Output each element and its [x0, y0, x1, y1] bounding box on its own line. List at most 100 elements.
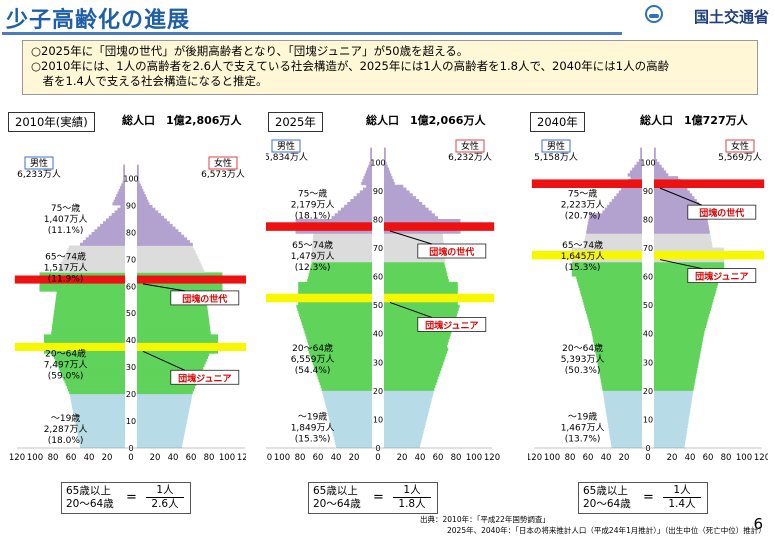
page-number: 6	[753, 515, 763, 533]
bar-female-age-14	[654, 404, 691, 408]
bar-male-age-8	[607, 421, 642, 426]
bar-male-age-94	[630, 176, 642, 180]
summary-box: ○2025年に「団塊の世代」が後期高齢者となり、「団塊ジュニア」が50歳を超える…	[22, 40, 758, 95]
bar-female-age-1	[137, 442, 183, 446]
bar-female-age-44	[137, 326, 211, 330]
bar-male-age-104	[123, 164, 125, 168]
dankai-callout-arrow	[389, 230, 432, 245]
bar-female-age-56	[654, 284, 718, 288]
male-label: 男性	[30, 157, 48, 169]
bar-female-age-22	[654, 381, 695, 386]
bar-male-age-45	[300, 316, 372, 320]
y-tick-80: 80	[126, 228, 136, 237]
female-label-box	[208, 156, 238, 170]
bar-male-age-0	[336, 444, 372, 448]
bar-male-age-27	[314, 367, 372, 371]
bar-male-age-7	[608, 424, 642, 428]
bar-male-age-15	[604, 401, 642, 406]
group-value-20-64: 5,393万人	[561, 354, 605, 365]
bar-male-age-68	[311, 250, 372, 254]
bar-male-age-94	[363, 176, 372, 180]
x-tick-5: 20	[349, 453, 360, 463]
bar-female-age-89	[384, 190, 410, 194]
bar-female-age-68	[384, 250, 445, 254]
bar-female-age-0	[137, 444, 182, 448]
x-tick-1: 100	[274, 453, 290, 463]
bar-female-age-103	[137, 167, 139, 171]
bar-male-age-39	[592, 333, 642, 337]
bar-female-age-15	[654, 401, 692, 406]
bar-male-age-20	[69, 391, 125, 395]
bar-male-age-97	[121, 183, 125, 187]
summary-line-1: ○2025年に「団塊の世代」が後期高齢者となり、「団塊ジュニア」が50歳を超える…	[31, 44, 469, 58]
bar-female-age-103	[384, 150, 386, 154]
x-tick-2: 80	[565, 453, 576, 463]
group-share-65-74: (12.3%)	[295, 263, 331, 273]
bar-female-age-104	[654, 147, 656, 151]
bar-female-age-5	[384, 430, 424, 434]
bar-female-age-48	[654, 307, 711, 311]
bar-female-age-64	[384, 261, 445, 266]
bar-male-age-44	[300, 319, 372, 323]
bar-male-age-98	[122, 180, 125, 184]
bar-female-age-16	[384, 399, 432, 403]
pyramid-chart-2025: 0102030405060708090100120100806040200204…	[266, 139, 500, 463]
bar-male-age-86	[350, 199, 372, 203]
bar-female-age-95	[137, 188, 144, 192]
bar-female-age-98	[384, 164, 388, 168]
bar-female-age-92	[384, 181, 395, 186]
bar-male-age-101	[370, 156, 372, 160]
bar-female-age-77	[137, 237, 188, 241]
bar-male-age-79	[91, 231, 125, 236]
bar-male-age-37	[307, 339, 372, 343]
bar-female-age-83	[654, 207, 704, 211]
ratio-bottom-label: 20～64歳	[66, 498, 114, 510]
bar-female-age-29	[654, 361, 699, 366]
bar-male-age-50	[54, 310, 125, 314]
bar-female-age-30	[384, 359, 445, 363]
bar-male-age-76	[586, 227, 642, 231]
bar-female-age-55	[384, 287, 458, 291]
bar-female-age-37	[384, 339, 449, 343]
bar-female-age-64	[137, 272, 223, 276]
bar-female-age-86	[137, 213, 162, 217]
bar-female-age-45	[654, 316, 709, 320]
dankai-callout-arrow	[142, 283, 185, 292]
bar-male-age-7	[330, 424, 372, 428]
bar-male-age-88	[117, 207, 125, 211]
bar-male-age-26	[315, 370, 372, 374]
bar-male-age-34	[52, 353, 125, 357]
bar-male-age-11	[606, 413, 642, 417]
x-tick-0: 120	[9, 453, 25, 463]
x-tick-11: 100	[466, 453, 482, 463]
bar-female-age-11	[384, 413, 428, 417]
ratio-numerator: 1人	[146, 484, 184, 498]
pyramid-panel-2025: 0102030405060708090100120100806040200204…	[266, 110, 506, 514]
bar-female-age-49	[384, 304, 460, 308]
bar-male-age-63	[310, 264, 372, 268]
bar-female-age-74	[384, 233, 443, 237]
x-tick-12: 120	[754, 453, 768, 463]
bar-female-age-95	[384, 173, 392, 177]
bar-female-age-66	[384, 256, 445, 260]
bar-male-age-6	[76, 428, 125, 432]
bar-male-age-60	[39, 283, 125, 287]
x-tick-9: 60	[703, 453, 714, 463]
ratio-denominator: 1.8人	[398, 498, 426, 510]
bar-male-age-1	[79, 442, 125, 446]
y-tick-50: 50	[643, 301, 653, 310]
bar-female-age-72	[137, 250, 196, 254]
bar-male-age-43	[301, 321, 372, 326]
bar-male-age-47	[53, 318, 125, 322]
bar-female-age-79	[384, 219, 461, 223]
bar-male-age-38	[306, 336, 372, 340]
bar-female-age-50	[384, 301, 458, 306]
bar-female-age-39	[137, 339, 218, 343]
group-label-65-74: 65～74歳	[45, 250, 86, 262]
bar-male-age-28	[59, 369, 126, 373]
bar-female-age-71	[654, 241, 712, 246]
bar-male-age-42	[51, 331, 126, 335]
bar-male-age-40	[44, 337, 125, 341]
bar-female-age-3	[137, 436, 184, 440]
bar-female-age-18	[137, 396, 192, 400]
